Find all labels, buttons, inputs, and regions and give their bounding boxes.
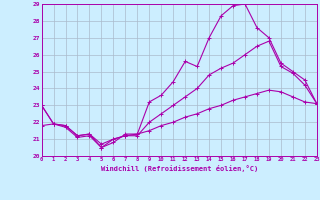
- X-axis label: Windchill (Refroidissement éolien,°C): Windchill (Refroidissement éolien,°C): [100, 165, 258, 172]
